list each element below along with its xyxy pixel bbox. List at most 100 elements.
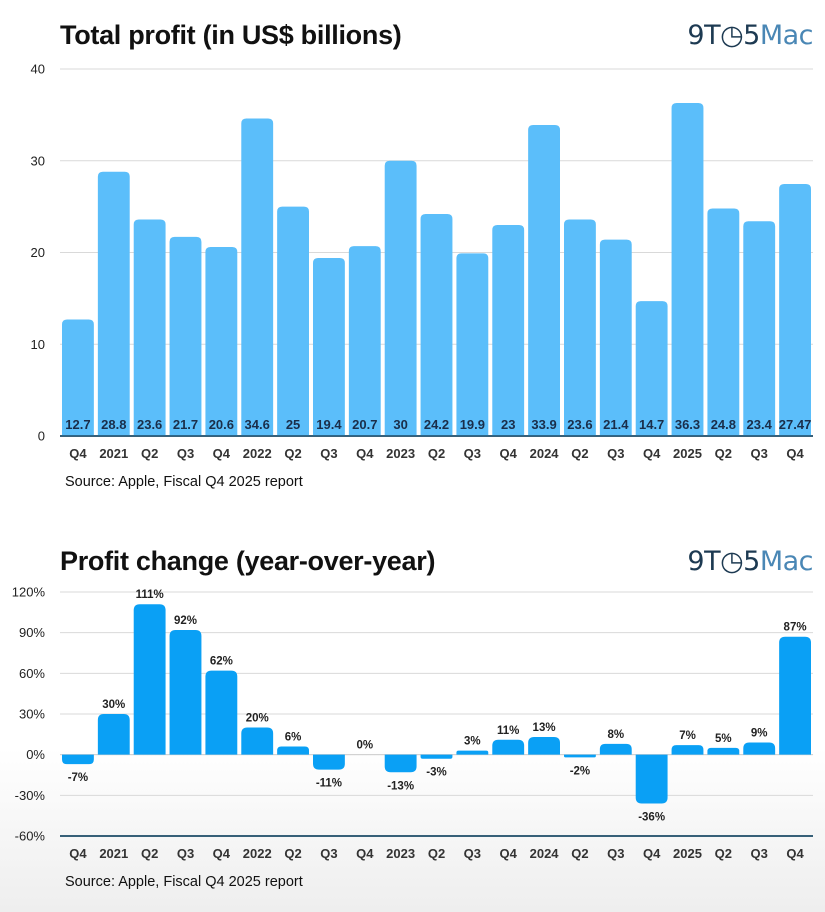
data-label: 21.4 [603, 417, 629, 432]
data-label: 92% [174, 615, 197, 627]
bar [241, 727, 274, 755]
bar [599, 743, 632, 755]
data-label: 6% [285, 732, 302, 744]
x-tick-label: 2023 [386, 446, 415, 461]
bar [528, 737, 560, 755]
y-tick-label: 10 [31, 337, 45, 352]
bar [456, 253, 489, 436]
brand-logo-top: 9T◷5Mac [687, 20, 813, 51]
data-label: -3% [426, 767, 446, 779]
data-label: 20.7 [352, 417, 377, 432]
x-tick-label: Q4 [643, 446, 661, 461]
bar [313, 258, 345, 436]
top-chart-title: Total profit (in US$ billions) [60, 20, 402, 50]
brand-logo-bottom: 9T◷5Mac [687, 546, 813, 577]
data-label: 8% [607, 729, 624, 741]
data-label: 3% [464, 736, 481, 748]
bar [671, 102, 704, 436]
bar [743, 221, 776, 436]
x-tick-label: 2025 [673, 446, 702, 461]
bar [205, 246, 238, 436]
data-label: 0% [356, 740, 373, 752]
x-tick-label: Q2 [141, 846, 158, 861]
x-tick-label: Q2 [715, 446, 732, 461]
x-tick-label: Q3 [177, 446, 194, 461]
x-tick-label: 2024 [530, 446, 560, 461]
bar [62, 319, 94, 436]
x-tick-label: Q4 [213, 446, 231, 461]
x-tick-label: 2024 [530, 846, 560, 861]
logo-text-9t: 9T [687, 546, 721, 577]
top-chart-source: Source: Apple, Fiscal Q4 2025 report [65, 474, 303, 490]
logo-text-5: 5 [743, 546, 760, 577]
bar [277, 746, 309, 755]
bar [707, 208, 740, 436]
x-tick-label: Q3 [320, 846, 337, 861]
y-tick-label: 30% [19, 707, 45, 722]
data-label: 36.3 [675, 417, 700, 432]
data-label: 62% [210, 656, 233, 668]
data-label: 30% [102, 699, 125, 711]
data-label: 111% [136, 589, 164, 601]
y-tick-label: -30% [15, 788, 46, 803]
data-label: 28.8 [101, 417, 126, 432]
bar [169, 236, 202, 436]
data-label: 14.7 [639, 417, 664, 432]
x-tick-label: Q3 [464, 446, 481, 461]
data-label: -11% [316, 778, 342, 790]
x-tick-label: 2022 [243, 446, 272, 461]
x-tick-label: 2023 [386, 846, 415, 861]
clock-icon: ◷ [720, 20, 744, 51]
bar [492, 739, 525, 755]
bar [528, 124, 560, 436]
data-label: 11% [497, 725, 519, 737]
logo-text-9t: 9T [687, 20, 721, 51]
y-tick-label: 0 [38, 429, 45, 444]
data-label: 21.7 [173, 417, 198, 432]
x-tick-label: Q4 [786, 446, 804, 461]
bar [420, 754, 453, 759]
data-label: 20.6 [209, 417, 234, 432]
data-label: 24.8 [711, 417, 736, 432]
bar [241, 118, 274, 437]
y-tick-label: -60% [15, 829, 46, 844]
x-tick-label: Q4 [356, 846, 374, 861]
y-tick-label: 40 [31, 62, 45, 77]
profit-change-chart: -60% -30% 0% 30% 60% 90% 120% -7% Q4 30% 2021 111% Q… [12, 585, 813, 861]
y-tick-label: 0% [26, 747, 45, 762]
data-label: 19.9 [460, 417, 485, 432]
x-tick-label: Q3 [751, 846, 768, 861]
data-label: -7% [68, 772, 88, 784]
bar [62, 754, 94, 765]
data-label: 13% [533, 722, 556, 734]
bottom-chart-source: Source: Apple, Fiscal Q4 2025 report [65, 874, 303, 890]
bar [348, 246, 381, 436]
data-label: 7% [679, 730, 696, 742]
data-label: 23 [501, 417, 515, 432]
bar [564, 219, 596, 436]
bar [779, 636, 811, 755]
bar [169, 629, 202, 755]
bar [420, 213, 453, 436]
x-tick-label: Q2 [428, 846, 445, 861]
x-tick-label: Q2 [284, 446, 301, 461]
x-tick-label: 2022 [243, 846, 272, 861]
data-label: 87% [784, 622, 807, 634]
x-tick-label: Q4 [643, 846, 661, 861]
data-label: 33.9 [531, 417, 556, 432]
x-tick-label: Q4 [500, 846, 518, 861]
logo-text-mac: Mac [759, 20, 814, 51]
x-tick-label: Q2 [571, 846, 588, 861]
bar [205, 670, 238, 755]
x-tick-label: Q2 [428, 446, 445, 461]
bottom-chart-title: Profit change (year-over-year) [60, 546, 436, 576]
y-tick-label: 60% [19, 666, 45, 681]
x-tick-label: Q3 [751, 446, 768, 461]
bar [492, 224, 525, 436]
bar [743, 742, 776, 755]
data-label: 30 [393, 417, 407, 432]
bar [384, 754, 417, 773]
data-label: 34.6 [245, 417, 270, 432]
bar [564, 754, 596, 758]
bar [779, 183, 811, 436]
